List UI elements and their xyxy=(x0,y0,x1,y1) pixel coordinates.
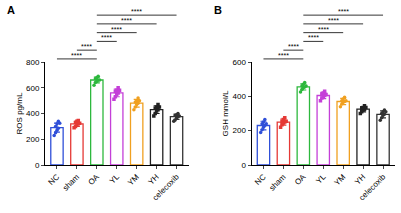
svg-text:NC: NC xyxy=(47,172,62,187)
svg-text:****: **** xyxy=(121,17,132,24)
svg-text:OA: OA xyxy=(87,172,102,187)
svg-text:****: **** xyxy=(318,26,329,33)
svg-text:YH: YH xyxy=(353,172,367,186)
svg-text:****: **** xyxy=(111,26,122,33)
svg-text:GSH mmol/L: GSH mmol/L xyxy=(221,90,230,136)
svg-text:B: B xyxy=(214,4,222,16)
svg-text:OA: OA xyxy=(293,172,308,187)
svg-text:400: 400 xyxy=(233,92,247,101)
svg-text:200: 200 xyxy=(26,135,40,144)
svg-text:****: **** xyxy=(71,52,82,59)
svg-text:YM: YM xyxy=(126,172,141,187)
svg-text:****: **** xyxy=(278,52,289,59)
svg-text:NC: NC xyxy=(253,172,268,187)
svg-text:800: 800 xyxy=(26,58,40,67)
svg-text:0: 0 xyxy=(241,161,246,170)
svg-text:****: **** xyxy=(81,43,92,50)
svg-text:600: 600 xyxy=(233,58,247,67)
svg-text:YL: YL xyxy=(108,172,122,186)
svg-text:****: **** xyxy=(288,43,299,50)
svg-text:ROS pg/mL: ROS pg/mL xyxy=(15,92,24,134)
svg-text:celecoxib: celecoxib xyxy=(357,172,387,202)
svg-text:YL: YL xyxy=(314,172,328,186)
svg-text:YM: YM xyxy=(333,172,348,187)
svg-text:****: **** xyxy=(328,17,339,24)
svg-text:600: 600 xyxy=(26,84,40,93)
svg-text:****: **** xyxy=(131,8,142,15)
svg-text:sham: sham xyxy=(267,172,287,192)
svg-text:sham: sham xyxy=(61,172,81,192)
svg-text:A: A xyxy=(7,4,15,16)
svg-text:****: **** xyxy=(308,34,319,41)
svg-text:0: 0 xyxy=(35,161,40,170)
svg-text:celecoxib: celecoxib xyxy=(151,172,181,202)
svg-text:200: 200 xyxy=(233,126,247,135)
svg-text:****: **** xyxy=(101,34,112,41)
svg-text:YH: YH xyxy=(147,172,161,186)
svg-text:****: **** xyxy=(338,8,349,15)
svg-text:400: 400 xyxy=(26,109,40,118)
